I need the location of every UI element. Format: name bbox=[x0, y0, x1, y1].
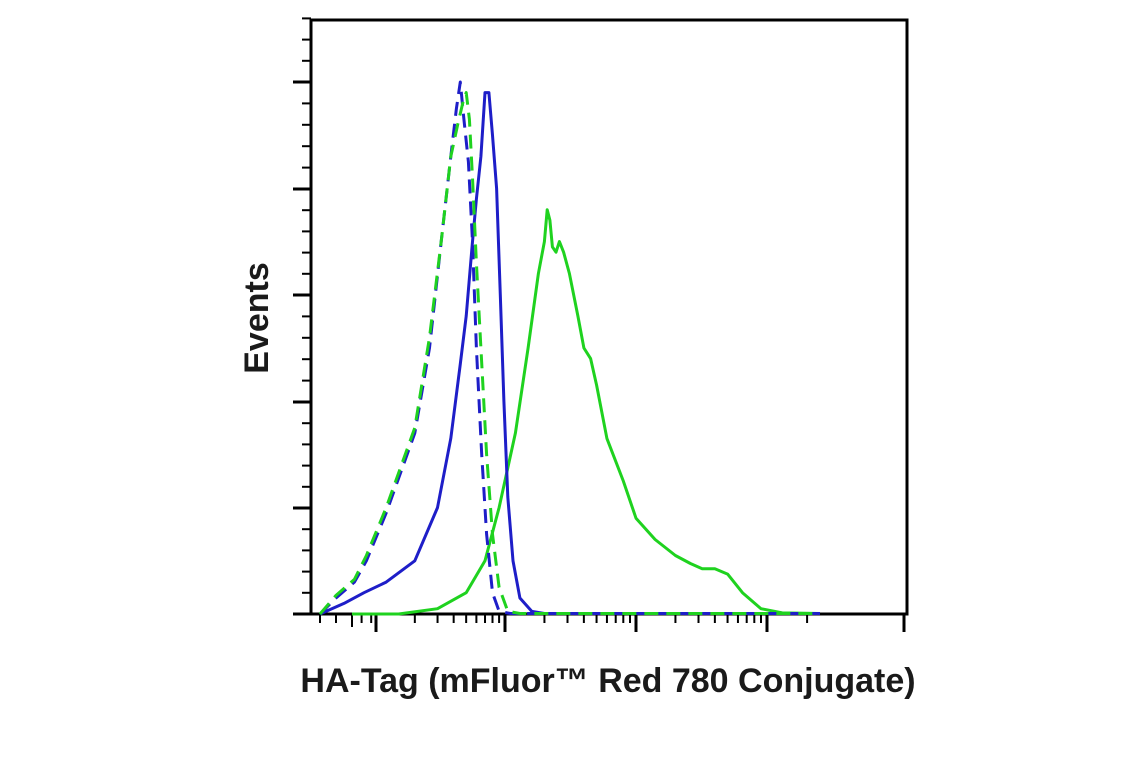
x-axis-label: HA-Tag (mFluor™ Red 780 Conjugate) bbox=[300, 662, 915, 700]
series-layer bbox=[318, 80, 821, 616]
series-green-solid bbox=[352, 208, 821, 616]
series-green-dashed bbox=[318, 91, 820, 615]
series-blue-solid bbox=[319, 91, 820, 616]
axis-ticks bbox=[293, 17, 906, 632]
y-axis-label: Events bbox=[238, 262, 276, 374]
series-blue-dashed bbox=[318, 80, 820, 616]
plot-frame bbox=[309, 18, 909, 616]
